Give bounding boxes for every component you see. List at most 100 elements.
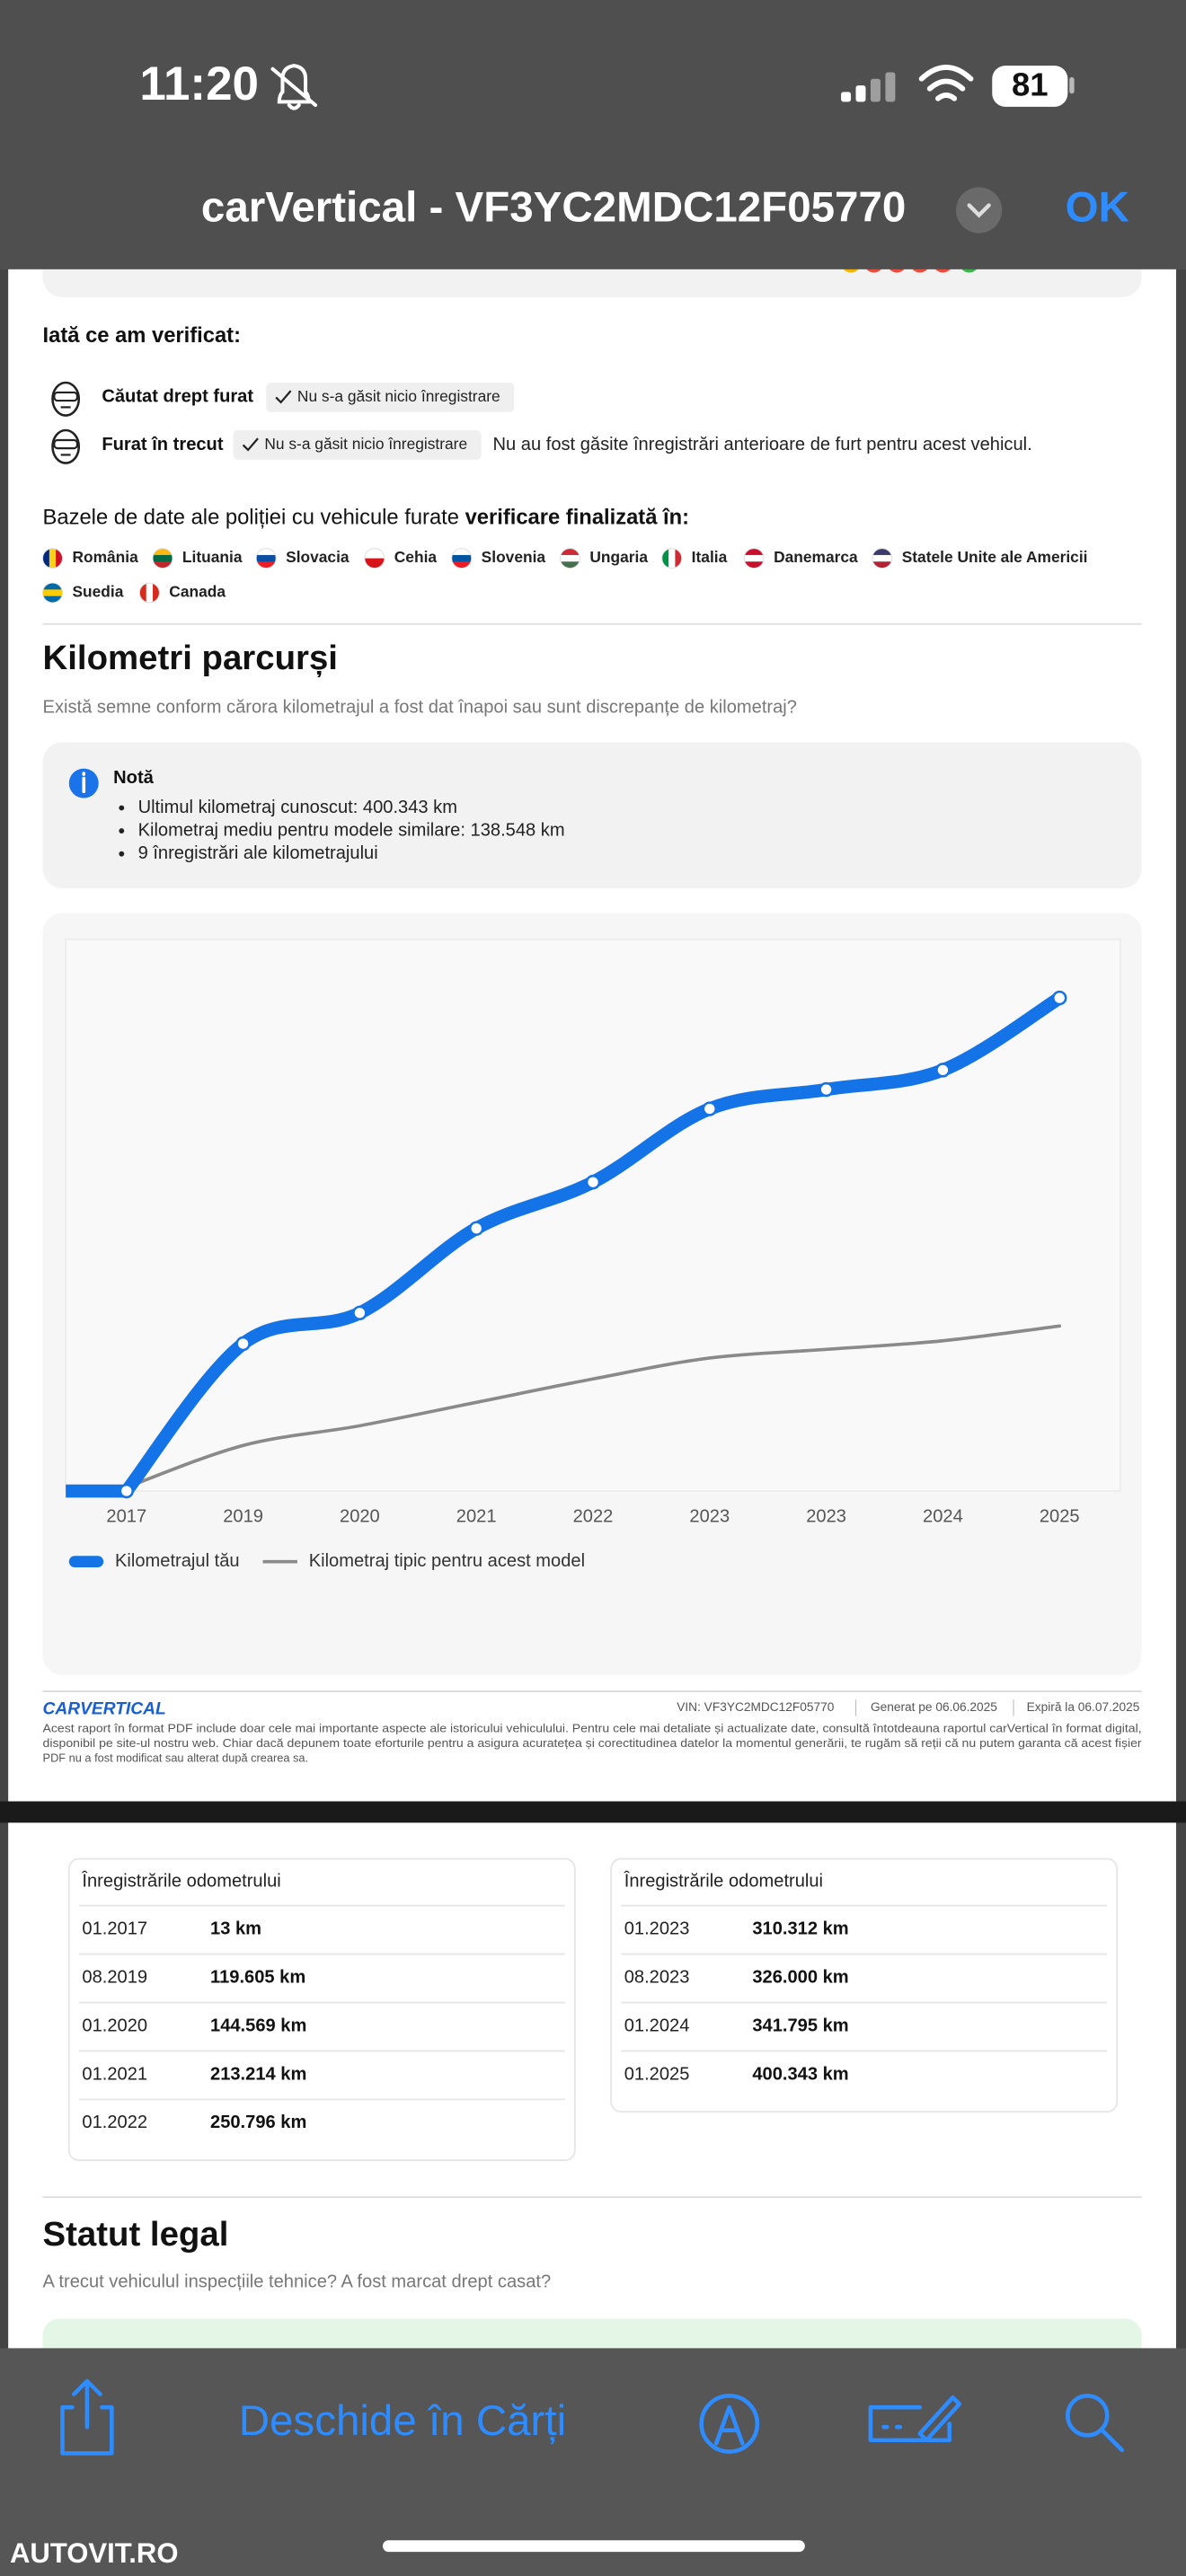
flag-outline xyxy=(743,548,765,569)
flag xyxy=(256,548,277,569)
bullet xyxy=(119,805,125,811)
odometer-card xyxy=(610,1857,1119,2113)
x-tick-label: 2021 xyxy=(456,1507,497,1527)
flag xyxy=(872,548,892,569)
flag-stripe xyxy=(256,561,277,569)
signal-bar xyxy=(855,85,866,102)
databases-status: verificare finalizată în: xyxy=(465,506,689,530)
data-point xyxy=(235,1336,251,1352)
flag-stripe xyxy=(744,554,765,562)
note-item: Kilometraj mediu pentru modele similare:… xyxy=(138,820,565,840)
silent-icon xyxy=(270,64,318,110)
data-point xyxy=(352,1305,367,1321)
flag-stripe xyxy=(153,561,173,569)
mask-icon xyxy=(53,438,79,450)
share-button[interactable] xyxy=(60,2378,114,2456)
flag-outline xyxy=(364,548,385,569)
odometer-date: 01.2023 xyxy=(624,1919,690,1938)
badge-text: Nu s-a găsit nicio înregistrare xyxy=(297,387,500,405)
country-name: România xyxy=(72,548,138,566)
note-item: Ultimul kilometraj cunoscut: 400.343 km xyxy=(138,798,457,817)
data-point xyxy=(702,1101,718,1116)
badge-text: Nu s-a găsit nicio înregistrare xyxy=(264,435,467,453)
flag xyxy=(139,583,160,603)
markup-button[interactable] xyxy=(699,2394,760,2454)
note-title: Notă xyxy=(113,768,155,788)
odometer-value: 341.795 km xyxy=(752,2016,848,2035)
battery-level: 81 xyxy=(1012,66,1049,103)
signature-button[interactable] xyxy=(868,2395,961,2443)
flag-stripe xyxy=(872,561,892,569)
x-tick-label: 2017 xyxy=(106,1507,146,1527)
mask-icon xyxy=(53,391,79,402)
flag-outline xyxy=(559,548,580,569)
flag-stripe xyxy=(42,589,63,597)
done-button[interactable]: OK xyxy=(1066,184,1129,232)
flag-stripe xyxy=(153,583,160,603)
mask-icon xyxy=(51,381,81,417)
bullet xyxy=(119,851,125,857)
legend-swatch xyxy=(68,1556,104,1568)
x-tick-label: 2022 xyxy=(573,1507,614,1527)
odometer-value: 144.569 km xyxy=(210,2016,306,2035)
open-in-books-button[interactable]: Deschide în Cărți xyxy=(239,2397,566,2445)
disclaimer: Acest raport în format PDF include doar … xyxy=(43,1722,1142,1735)
flag-stripe xyxy=(153,554,173,562)
country-name: Slovenia xyxy=(482,548,546,566)
flag xyxy=(153,548,173,569)
flag xyxy=(744,548,765,569)
country-name: Lituania xyxy=(182,548,243,566)
flag-stripe xyxy=(744,561,765,569)
section-heading: Iată ce am verificat: xyxy=(43,323,241,348)
flag-stripe xyxy=(560,554,580,562)
flag-stripe xyxy=(560,561,580,569)
flag-stripe xyxy=(364,558,385,569)
flag-stripe xyxy=(42,583,63,590)
flag-stripe xyxy=(451,554,472,562)
flag-stripe xyxy=(153,548,173,556)
wifi-icon xyxy=(918,65,974,101)
databases-intro: Bazele de date ale poliției cu vehicule … xyxy=(43,506,465,530)
flag xyxy=(661,548,682,569)
flag-stripe xyxy=(744,548,765,556)
section-title: Kilometri parcurși xyxy=(43,639,338,677)
flag-stripe xyxy=(451,548,472,556)
title-menu-button[interactable] xyxy=(956,187,1003,234)
flag-outline xyxy=(42,548,63,569)
databases-line: Bazele de date ale poliției cu vehicule … xyxy=(43,506,690,530)
signal-bar xyxy=(885,72,896,102)
legend-label: Kilometrajul tău xyxy=(115,1551,240,1571)
markup-glyph xyxy=(713,2404,745,2446)
note-item: 9 înregistrări ale kilometrajului xyxy=(138,843,378,863)
search-button[interactable] xyxy=(1066,2394,1110,2438)
check-note: Nu au fost găsite înregistrări anterioar… xyxy=(492,435,1031,454)
odometer-date: 01.2017 xyxy=(82,1919,147,1938)
odometer-value: 326.000 km xyxy=(752,1967,848,1987)
odometer-date: 01.2022 xyxy=(82,2113,147,2132)
data-point xyxy=(119,1483,135,1499)
search-glyph xyxy=(1100,2428,1124,2453)
note-box xyxy=(42,742,1142,889)
flag-outline xyxy=(255,548,277,569)
brand-logo: CARVERTICAL xyxy=(43,1699,166,1718)
country-name: Cehia xyxy=(394,548,438,566)
odometer-card xyxy=(67,1857,576,2161)
flag-stripe xyxy=(872,548,892,556)
flag-stripe xyxy=(668,548,676,569)
flag-stripe xyxy=(139,583,147,603)
status-badge xyxy=(266,382,515,412)
flag-stripe xyxy=(42,548,50,569)
odometer-value: 213.214 km xyxy=(210,2064,306,2084)
country-name: Ungaria xyxy=(589,548,648,566)
disclaimer: PDF nu a fost modificat sau alterat după… xyxy=(43,1751,309,1764)
flag-outline xyxy=(152,548,173,569)
flag-stripe xyxy=(675,548,682,569)
country-name: Italia xyxy=(692,548,728,566)
data-point xyxy=(585,1174,601,1190)
flag-stripe xyxy=(364,548,385,559)
plot-area xyxy=(65,938,1121,1492)
flag-outline xyxy=(661,548,683,569)
x-tick-label: 2020 xyxy=(340,1507,380,1527)
